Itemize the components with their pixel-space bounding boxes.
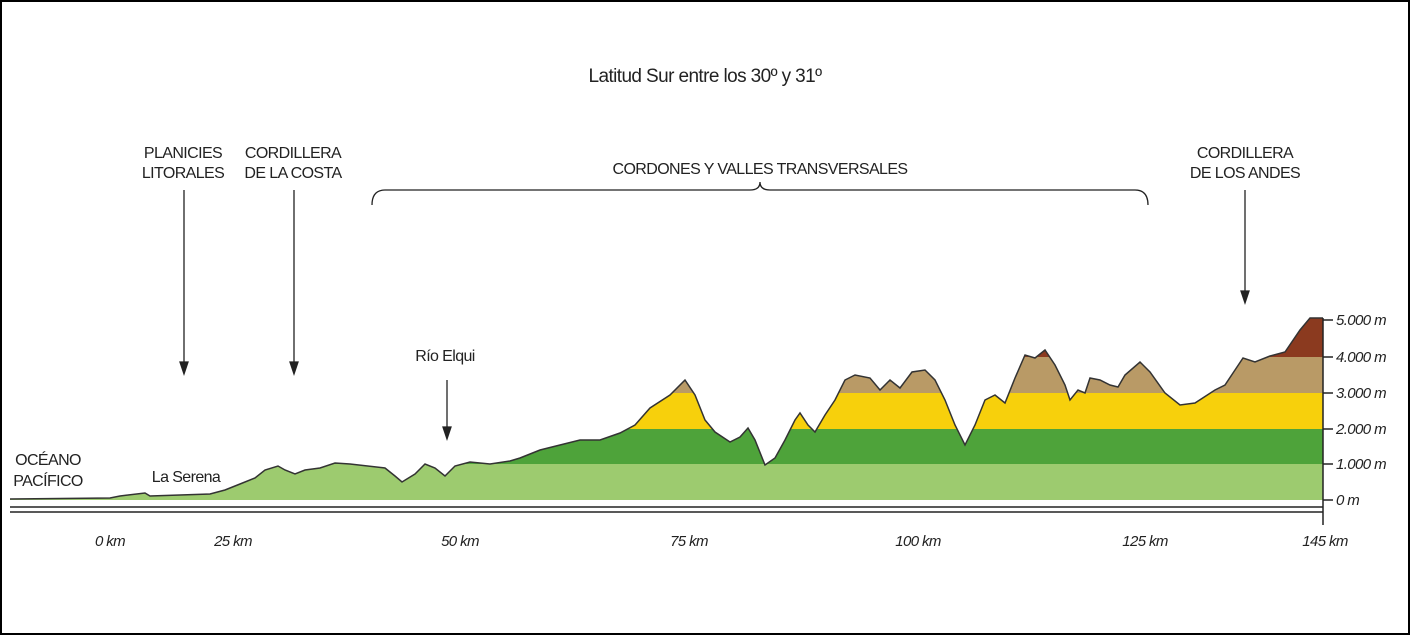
x-tick-labels: 0 km 25 km 50 km 75 km 100 km 125 km 145… xyxy=(95,533,1348,550)
y-tick-label: 1.000 m xyxy=(1336,456,1386,473)
x-tick-label: 145 km xyxy=(1302,533,1348,550)
y-tick-label: 0 m xyxy=(1336,492,1359,509)
y-tick-label: 5.000 m xyxy=(1336,312,1386,329)
arrow-head xyxy=(180,362,188,374)
place-label: PACÍFICO xyxy=(13,471,83,490)
band xyxy=(0,357,1330,393)
arrow-head xyxy=(290,362,298,374)
x-tick-label: 125 km xyxy=(1122,533,1168,550)
region-label: DE LOS ANDES xyxy=(1190,165,1300,182)
band xyxy=(0,429,1330,464)
region-label: PLANICIES xyxy=(144,145,222,162)
region-label: CORDILLERA xyxy=(1197,145,1294,162)
region-label: DE LA COSTA xyxy=(244,165,342,182)
arrow-head xyxy=(1241,291,1249,303)
place-label: Río Elqui xyxy=(415,348,475,365)
x-tick-label: 25 km xyxy=(213,533,252,550)
x-tick-label: 0 km xyxy=(95,533,125,550)
y-tick-label: 2.000 m xyxy=(1335,421,1386,438)
place-label: OCÉANO xyxy=(15,450,81,469)
region-label: LITORALES xyxy=(142,165,224,182)
arrow-head xyxy=(443,427,451,439)
region-label: CORDONES Y VALLES TRANSVERSALES xyxy=(612,161,907,178)
region-label: CORDILLERA xyxy=(245,145,342,162)
brace xyxy=(372,182,1148,205)
place-label: La Serena xyxy=(152,469,221,486)
diagram: Latitud Sur entre los 30º y 31º 0 km 25 … xyxy=(0,0,1410,635)
y-tick-label: 4.000 m xyxy=(1336,349,1386,366)
x-tick-label: 75 km xyxy=(670,533,708,550)
title: Latitud Sur entre los 30º y 31º xyxy=(589,66,823,87)
y-tick-labels: 5.000 m 4.000 m 3.000 m 2.000 m 1.000 m … xyxy=(1335,312,1386,509)
band xyxy=(0,300,1330,357)
x-tick-label: 100 km xyxy=(895,533,941,550)
x-tick-label: 50 km xyxy=(441,533,479,550)
y-tick-label: 3.000 m xyxy=(1336,385,1386,402)
